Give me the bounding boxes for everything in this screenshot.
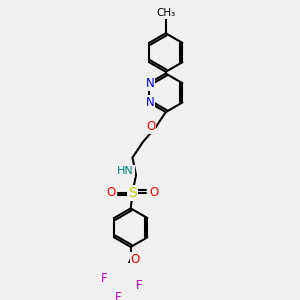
- Text: O: O: [130, 253, 140, 266]
- Text: O: O: [146, 120, 155, 133]
- Text: N: N: [146, 77, 154, 90]
- Text: N: N: [146, 96, 154, 109]
- Text: S: S: [128, 186, 137, 200]
- Text: F: F: [101, 272, 108, 285]
- Text: HN: HN: [117, 166, 134, 176]
- Text: F: F: [115, 291, 122, 300]
- Text: O: O: [107, 186, 116, 199]
- Text: O: O: [149, 186, 158, 199]
- Text: CH₃: CH₃: [156, 8, 176, 18]
- Text: F: F: [136, 279, 143, 292]
